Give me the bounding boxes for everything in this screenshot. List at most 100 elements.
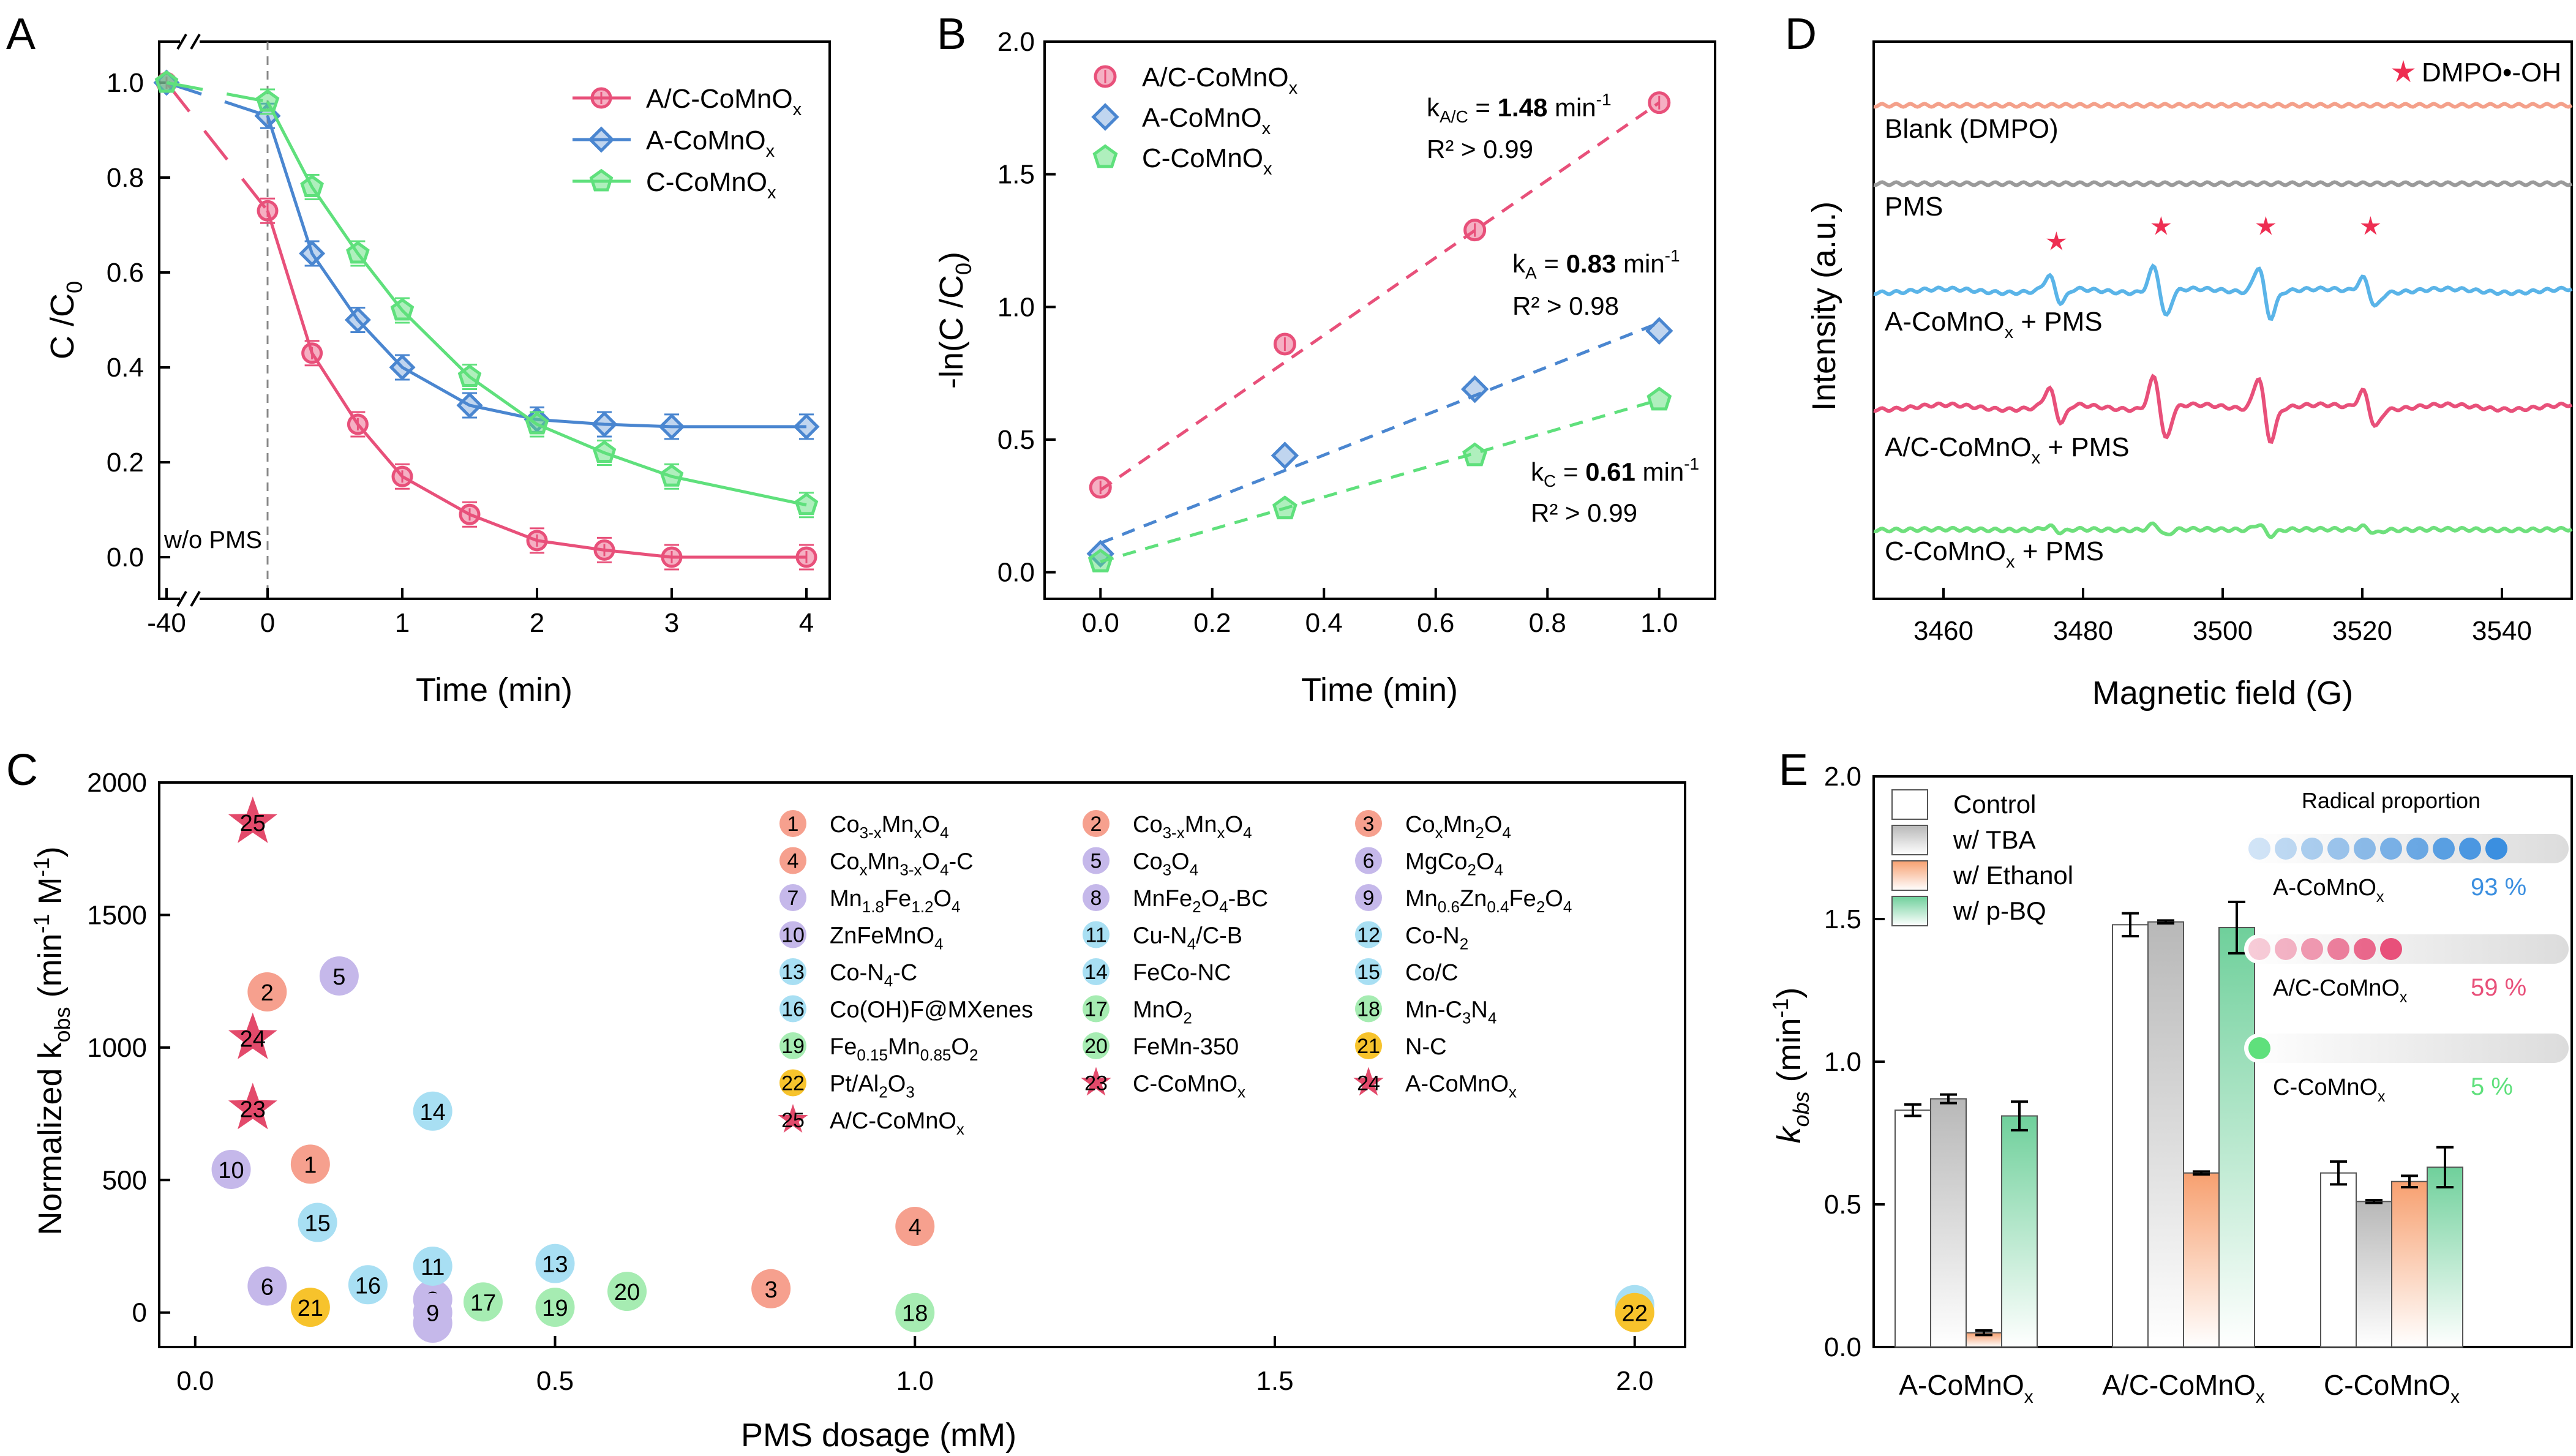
legend-label-part: A/C-CoMnO (830, 1108, 956, 1134)
legend-label-part: Co (1133, 812, 1163, 838)
data-point (1645, 317, 1673, 345)
legend-label-sub: x (1262, 119, 1271, 138)
panel-c-ylabel: Normalized kobs (min-1 M-1) (29, 846, 75, 1235)
rate-constant: kA = 0.83 min-1 (1512, 246, 1680, 282)
legend-label-main: A/C-CoMnO (1142, 62, 1289, 92)
panel-a-series (153, 69, 820, 571)
panel-c-ytick-label: 0 (132, 1298, 147, 1328)
legend-label-part: Mn (1443, 812, 1476, 838)
legend-label: Mn0.6Zn0.4Fe2O4 (1405, 886, 1572, 916)
legend-id: 6 (1363, 850, 1375, 873)
bar (2218, 926, 2255, 1348)
data-point (535, 1288, 575, 1327)
legend-id: 2 (1091, 812, 1102, 836)
rate-k: k (1512, 249, 1526, 278)
legend-id: 22 (781, 1072, 805, 1095)
legend-label-sub: x (860, 861, 868, 879)
legend-dot (1355, 958, 1382, 985)
peak-star-marker (2256, 216, 2276, 235)
legend-id: 16 (781, 998, 805, 1021)
series-line-0 (266, 210, 806, 559)
data-point (1615, 1293, 1654, 1332)
panel-c-ytick-label: 1000 (87, 1033, 147, 1063)
legend-label: Co(OH)F@MXenes (830, 997, 1033, 1023)
legend-label-sub: 3 (906, 1083, 914, 1101)
legend-id: 12 (1357, 924, 1380, 947)
legend-swatch (1891, 789, 1928, 820)
legend-label: Co3-xMnxO4 (1133, 812, 1252, 842)
data-point-label: 6 (261, 1274, 274, 1300)
data-point (1271, 441, 1299, 470)
legend-label-sub: 4 (934, 935, 943, 953)
legend-label-sub: 0.4 (1487, 898, 1509, 916)
legend-label-part: A-CoMnO (1405, 1071, 1509, 1097)
data-point-label: 13 (542, 1252, 568, 1278)
legend-label: A/C-CoMnOx (646, 84, 802, 119)
spectrum-label: Blank (DMPO) (1885, 114, 2059, 144)
inset-dot (2301, 838, 2323, 860)
panel-b-xtick-label: 0.8 (1529, 608, 1566, 638)
panel-a-xtick-label: 3 (664, 608, 679, 638)
panel-d: D 3460 3480 3500 3520 3540 Blank (DMPO) PMS A-… (1785, 10, 2573, 711)
panel-e-ytick-label: 2.0 (1824, 762, 1861, 792)
rate-unit: min (1547, 93, 1596, 122)
legend-label-part: Mn-C (1405, 997, 1462, 1023)
panel-c-axes: 0 500 1000 1500 2000 0.0 0.5 1.0 1.5 2.0 (87, 768, 1653, 1396)
bar (2112, 924, 2149, 1348)
legend-id: 24 (1357, 1072, 1380, 1095)
panel-e-xtick-label-main: A/C-CoMnO (2102, 1369, 2255, 1401)
legend-swatch (1891, 896, 1928, 926)
legend-id: 23 (1084, 1072, 1108, 1095)
inset-label: C-CoMnOx (2273, 1075, 2386, 1105)
bar (2001, 1115, 2038, 1348)
bar (1930, 1098, 1967, 1348)
bar (2391, 1180, 2428, 1348)
data-point (1087, 548, 1113, 572)
legend-label-sub: 4 (1190, 861, 1198, 879)
spectrum-line-0 (1873, 102, 2573, 109)
data-point (1462, 442, 1488, 467)
inset-dot (2248, 838, 2270, 860)
peak-star-marker (2151, 216, 2171, 235)
legend-label-part: O (1201, 886, 1220, 912)
panel-d-legend: DMPO•-OH (2392, 58, 2561, 88)
legend-label: A/C-CoMnOx (830, 1108, 964, 1138)
panel-b-ytick-label: 1.0 (997, 292, 1035, 322)
legend-label-sub: 2 (879, 1083, 887, 1101)
inset-label: A-CoMnOx (2273, 875, 2384, 906)
legend-label: A-CoMnOx (1405, 1071, 1517, 1101)
legend-label: MnO2 (1133, 997, 1192, 1027)
legend-star (1081, 1067, 1111, 1096)
legend-dot (1355, 1032, 1382, 1059)
legend-label-part: -BC (1228, 886, 1268, 912)
rate-eq: = (1537, 249, 1566, 278)
spectrum-line-3 (1873, 373, 2573, 444)
panel-c-frame (158, 781, 1686, 1348)
panel-d-axes: 3460 3480 3500 3520 3540 (1913, 588, 2532, 646)
data-point-label: 2 (261, 980, 274, 1006)
legend-label-part: Co (830, 849, 860, 875)
rate-constant: kC = 0.61 min-1 (1531, 454, 1699, 490)
legend-dot (1355, 847, 1382, 874)
rate-constant: kA/C = 1.48 min-1 (1427, 90, 1612, 126)
legend-dot (779, 847, 806, 874)
panel-letter-b: B (937, 10, 966, 59)
legend-label: Co3-xMnxO4 (830, 812, 949, 842)
panel-e-xtick-label: C-CoMnOx (2324, 1369, 2460, 1407)
legend-dot (1355, 810, 1382, 837)
legend-dot (779, 958, 806, 985)
legend-label-part: N-C (1405, 1034, 1447, 1060)
legend-label-part: Mn (1185, 812, 1217, 838)
data-point (535, 1244, 575, 1283)
data-point (895, 1207, 935, 1247)
data-point (1647, 386, 1672, 411)
legend-label-sub: 3-x (1163, 824, 1185, 842)
rate-unit-exp: -1 (1596, 90, 1612, 109)
legend-label-main: A-CoMnO (1142, 103, 1262, 133)
panel-e-axes: 0.00.51.01.52.0A-CoMnOx A/C-CoMnOx C-CoMnO… (1824, 762, 2460, 1407)
panel-b-ytick-label: 0.5 (997, 425, 1035, 455)
legend-label-sub: x (1237, 1083, 1245, 1101)
